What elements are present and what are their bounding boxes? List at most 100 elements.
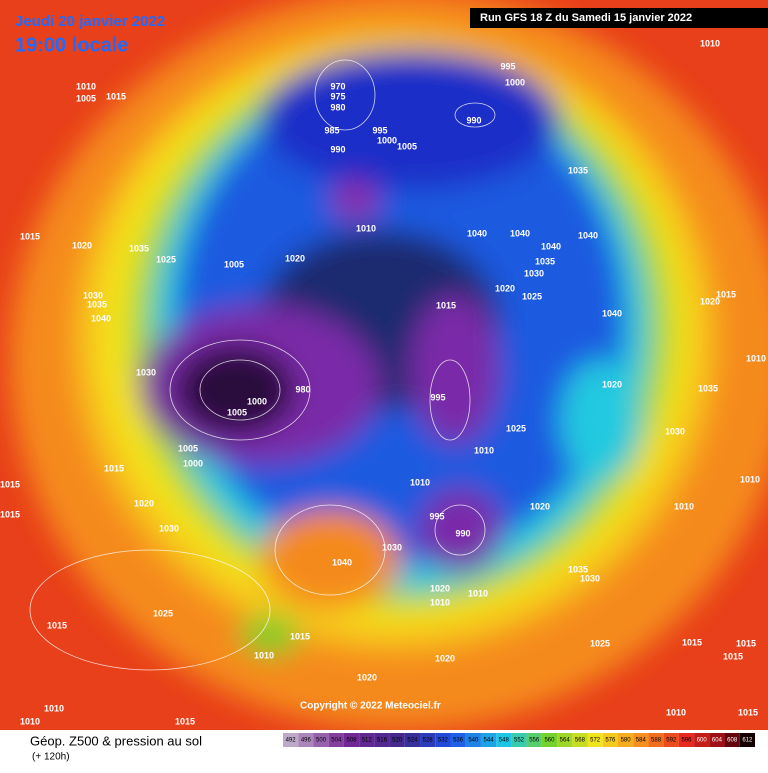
isobar-label: 1005 bbox=[178, 443, 198, 453]
isobar-label: 1015 bbox=[290, 631, 310, 641]
scale-swatch bbox=[709, 733, 725, 747]
isobar-label: 980 bbox=[295, 384, 310, 394]
isobar-label: 1040 bbox=[91, 313, 111, 323]
scale-swatch bbox=[283, 733, 299, 747]
isobar-label: 1010 bbox=[430, 597, 450, 607]
map-field bbox=[0, 0, 768, 730]
isobar-label: 995 bbox=[372, 125, 387, 135]
scale-label: 528 bbox=[423, 738, 434, 744]
isobar-label: 1010 bbox=[20, 716, 40, 726]
forecast-date: Jeudi 20 janvier 2022 bbox=[15, 13, 165, 30]
isobar-label: 1005 bbox=[224, 259, 244, 269]
footer-lead: (+ 120h) bbox=[32, 752, 70, 763]
isobar-label: 1020 bbox=[134, 498, 154, 508]
isobar-label: 1040 bbox=[332, 557, 352, 567]
isobar-label: 1010 bbox=[76, 81, 96, 91]
isobar-label: 1010 bbox=[700, 38, 720, 48]
isobar-label: 1025 bbox=[153, 608, 173, 618]
isobar-label: 1010 bbox=[468, 588, 488, 598]
isobar-label: 995 bbox=[500, 61, 515, 71]
scale-swatch bbox=[496, 733, 512, 747]
isobar-label: 1015 bbox=[0, 509, 20, 519]
isobar-label: 1035 bbox=[568, 564, 588, 574]
isobar-label: 1040 bbox=[467, 228, 487, 238]
scale-label: 580 bbox=[621, 738, 632, 744]
isobar-label: 1000 bbox=[505, 77, 525, 87]
isobar-label: 1015 bbox=[716, 289, 736, 299]
isobar-label: 1015 bbox=[736, 638, 756, 648]
forecast-time: 19:00 locale bbox=[15, 34, 128, 56]
isobar-label: 1025 bbox=[506, 423, 526, 433]
isobar-label: 1015 bbox=[47, 620, 67, 630]
scale-label: 592 bbox=[666, 738, 677, 744]
isobar-label: 1020 bbox=[72, 240, 92, 250]
isobar-label: 1020 bbox=[495, 283, 515, 293]
isobar-label: 1035 bbox=[568, 165, 588, 175]
scale-swatch bbox=[526, 733, 542, 747]
scale-swatch bbox=[572, 733, 588, 747]
copyright: Copyright © 2022 Meteociel.fr bbox=[300, 701, 441, 712]
isobar-label: 1040 bbox=[541, 241, 561, 251]
scale-label: 500 bbox=[316, 738, 327, 744]
scale-label: 516 bbox=[377, 738, 388, 744]
footer-title: Géop. Z500 & pression au sol bbox=[30, 733, 202, 748]
scale-label: 584 bbox=[636, 738, 647, 744]
isobar-label: 1035 bbox=[129, 243, 149, 253]
isobar-label: 1040 bbox=[578, 230, 598, 240]
isobar-label: 1035 bbox=[535, 256, 555, 266]
isobar-label: 1015 bbox=[682, 637, 702, 647]
isobar-label: 1000 bbox=[377, 135, 397, 145]
scale-swatch bbox=[404, 733, 421, 747]
isobars bbox=[29, 59, 496, 671]
isobar-label: 1020 bbox=[357, 672, 377, 682]
scale-label: 540 bbox=[468, 738, 479, 744]
scale-label: 508 bbox=[347, 738, 358, 744]
scale-swatch bbox=[739, 733, 755, 747]
isobar-label: 1020 bbox=[700, 296, 720, 306]
scale-label: 564 bbox=[560, 738, 571, 744]
isobar-label: 1030 bbox=[159, 523, 179, 533]
isobar-label: 1030 bbox=[136, 367, 156, 377]
isobar-label: 1035 bbox=[698, 383, 718, 393]
isobar-label: 990 bbox=[455, 528, 470, 538]
isobar-label: 1010 bbox=[746, 353, 766, 363]
isobar-label: 1035 bbox=[87, 299, 107, 309]
scale-label: 520 bbox=[392, 738, 403, 744]
isobar-label: 995 bbox=[430, 392, 445, 402]
scale-label: 560 bbox=[544, 738, 555, 744]
scale-swatch bbox=[602, 733, 618, 747]
isobar-label: 1010 bbox=[674, 501, 694, 511]
scale-label: 588 bbox=[651, 738, 662, 744]
isobar-label: 1020 bbox=[530, 501, 550, 511]
scale-label: 600 bbox=[697, 738, 708, 744]
isobar-label: 1025 bbox=[522, 291, 542, 301]
isobar-label: 980 bbox=[330, 102, 345, 112]
isobar-label: 1040 bbox=[602, 308, 622, 318]
isobar-label: 1005 bbox=[227, 407, 247, 417]
isobar-label: 1010 bbox=[410, 477, 430, 487]
isobar-label: 1015 bbox=[106, 91, 126, 101]
scale-swatch bbox=[663, 733, 679, 747]
isobar-label: 1010 bbox=[356, 223, 376, 233]
scale-label: 536 bbox=[453, 738, 464, 744]
scale-label: 492 bbox=[286, 738, 297, 744]
scale-label: 496 bbox=[301, 738, 312, 744]
scale-label: 576 bbox=[605, 738, 616, 744]
scale-swatch bbox=[633, 733, 649, 747]
run-info: Run GFS 18 Z du Samedi 15 janvier 2022 bbox=[480, 12, 692, 24]
scale-label: 548 bbox=[499, 738, 510, 744]
scale-label: 556 bbox=[529, 738, 540, 744]
scale-swatch bbox=[435, 733, 451, 747]
scale-swatch bbox=[343, 733, 360, 747]
scale-label: 512 bbox=[362, 738, 373, 744]
scale-swatch bbox=[450, 733, 466, 747]
isobar-label: 1000 bbox=[183, 458, 203, 468]
scale-label: 544 bbox=[484, 738, 495, 744]
isobar-label: 990 bbox=[466, 115, 481, 125]
scale-swatch bbox=[678, 733, 695, 747]
isobar-label: 1005 bbox=[397, 141, 417, 151]
scale-swatch bbox=[511, 733, 527, 747]
scale-swatch bbox=[694, 733, 710, 747]
isobar-label: 1030 bbox=[580, 573, 600, 583]
